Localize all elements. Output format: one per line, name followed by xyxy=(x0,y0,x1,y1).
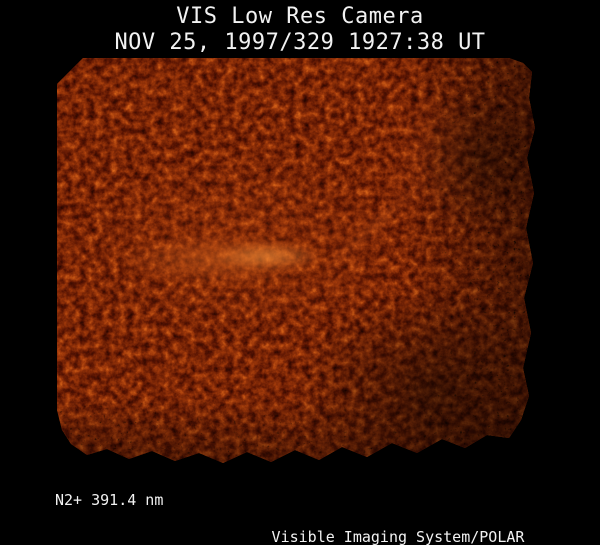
credit-line-system: Visible Imaging System/POLAR xyxy=(271,528,525,545)
aurora-camera-image xyxy=(57,58,535,463)
wavelength-label: N2+ 391.4 nm xyxy=(55,491,164,509)
camera-title: VIS Low Res Camera xyxy=(176,4,424,29)
edge-speckle-texture xyxy=(57,58,535,463)
credits-block: Visible Imaging System/POLAR The Univers… xyxy=(254,490,543,545)
image-timestamp: NOV 25, 1997/329 1927:38 UT xyxy=(114,30,486,55)
